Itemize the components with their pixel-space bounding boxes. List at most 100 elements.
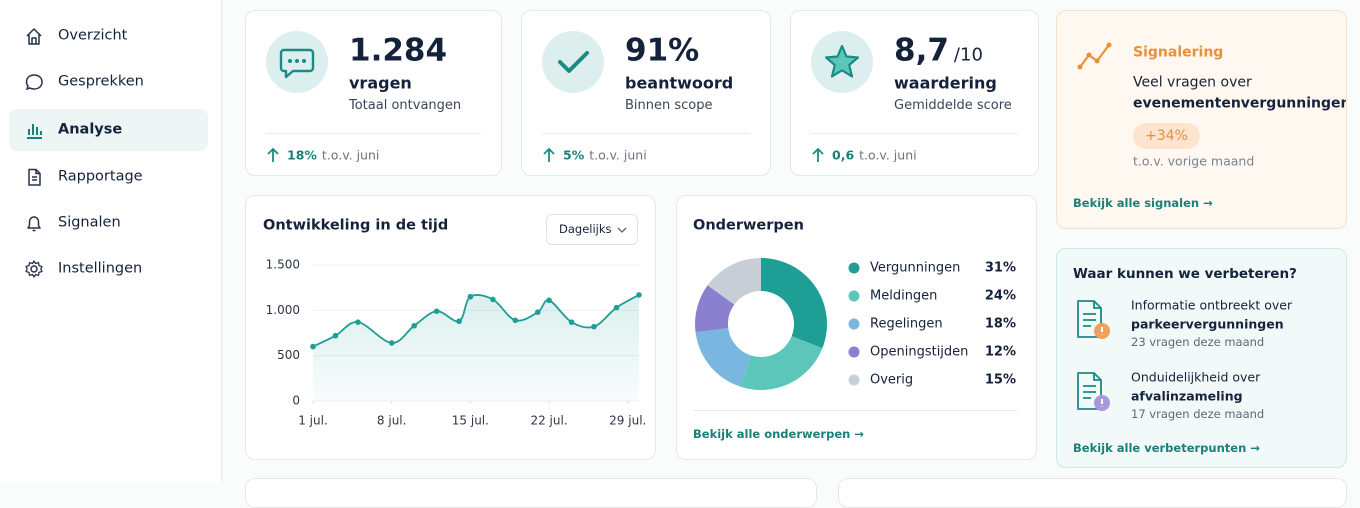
pie-slice	[695, 328, 751, 387]
kpi-icon-part	[279, 48, 315, 79]
point	[456, 318, 462, 325]
kpi-number: 1.284	[349, 32, 448, 69]
nav-icon	[28, 168, 41, 186]
pie-chart-title: Onderwerpen	[693, 217, 804, 234]
nav-item[interactable]: Signalen	[9, 202, 208, 244]
improvement-highlight: parkeervergunningen	[1131, 316, 1284, 332]
point	[433, 308, 440, 315]
legend-swatch	[848, 318, 860, 330]
nav-item[interactable]: Rapportage	[9, 156, 208, 198]
point	[332, 332, 339, 339]
legend-label: Overig	[870, 373, 913, 388]
nav-label: Rapportage	[58, 168, 143, 185]
value-label: 31%	[985, 261, 1016, 276]
kpi-caption: Gemiddelde score	[894, 98, 1012, 114]
trend-arrow-part	[267, 147, 279, 162]
nav-icon-part	[25, 74, 43, 91]
value-label: 12%	[985, 345, 1016, 360]
nav-item[interactable]: Overzicht	[9, 15, 208, 57]
kpi-unit: waardering	[894, 73, 997, 93]
nav-label: Signalen	[58, 214, 121, 231]
signal-badge: +34%	[1133, 123, 1200, 149]
improvement-icon-part	[1077, 300, 1102, 338]
kpi-value: 1.284	[349, 32, 447, 69]
pie-slice	[707, 258, 761, 305]
trend-arrow	[543, 147, 555, 162]
nav-icon-part	[25, 260, 43, 278]
nav-label: Overzicht	[58, 27, 128, 44]
y-tick-label: 0	[292, 394, 300, 408]
nav-icon	[25, 260, 43, 278]
kpi-icon-part	[824, 44, 860, 78]
point	[546, 297, 552, 304]
kpi-icon	[811, 31, 873, 93]
value-label: 18%	[985, 317, 1016, 332]
kpi-card: 91% beantwoord Binnen scope 5% t.o.v. juni	[521, 10, 771, 176]
nav-icon	[25, 74, 43, 91]
kpi-icon-part	[288, 59, 292, 63]
kpi-unit: vragen	[349, 73, 412, 93]
kpi-caption: Totaal ontvangen	[349, 98, 462, 114]
point	[411, 322, 417, 329]
nav-icon-part	[27, 216, 41, 232]
point	[591, 323, 597, 330]
kpi-value: 91%	[625, 32, 699, 69]
x-tick-label: 22 jul.	[530, 414, 567, 428]
nav-icon	[26, 28, 42, 45]
pie-link[interactable]: Bekijk alle onderwerpen →	[693, 427, 864, 442]
kpi-caption: Binnen scope	[625, 98, 713, 114]
improvement-text: Informatie ontbreekt over	[1131, 297, 1293, 313]
point	[490, 296, 496, 303]
improvement-icon-part	[1077, 372, 1102, 410]
sidebar: Overzicht Gesprekken Analyse Rapportage Sign…	[0, 0, 222, 482]
kpi-number: 91%	[625, 32, 700, 69]
nav-icon-part	[26, 28, 42, 45]
improvement-text: Onduidelijkheid over	[1131, 369, 1261, 385]
kpi-compare: t.o.v. juni	[589, 147, 647, 163]
nav-item[interactable]: Gesprekken	[9, 61, 208, 103]
improvement-meta: 23 vragen deze maand	[1131, 335, 1265, 350]
improvements-card: Waar kunnen we verbeteren? Bekijk alle v…	[1056, 248, 1347, 468]
nav-icon-part	[27, 124, 42, 139]
pie-slice	[695, 285, 735, 333]
nav-item[interactable]: Instellingen	[9, 248, 208, 290]
kpi-compare: t.o.v. juni	[321, 147, 380, 163]
improvement-icon	[1077, 372, 1110, 411]
kpi-change-value: 5%	[563, 147, 585, 163]
signal-link[interactable]: Bekijk alle signalen →	[1073, 196, 1213, 211]
nav-label: Gesprekken	[58, 73, 144, 90]
signal-text: Veel vragen over	[1133, 74, 1252, 91]
line-chart-card: Ontwikkeling in de tijd Dagelijks 0 500 1.…	[245, 195, 656, 460]
nav-item[interactable]: Analyse	[9, 109, 208, 151]
nav-label: Analyse	[58, 121, 123, 138]
signal-title: Signalering	[1133, 44, 1224, 61]
kpi-number: 8,7	[894, 32, 949, 69]
x-tick-label: 1 jul.	[298, 414, 328, 428]
legend-swatch	[848, 346, 860, 358]
kpi-icon-part	[302, 59, 306, 63]
separator	[693, 410, 1017, 411]
kpi-icon-part	[558, 51, 589, 73]
area	[313, 294, 639, 401]
x-tick-label: 29 jul.	[609, 414, 646, 428]
improvements-link[interactable]: Bekijk alle verbeterpunten →	[1073, 441, 1260, 456]
legend-swatch	[848, 262, 860, 274]
point	[467, 293, 474, 300]
legend-swatch	[848, 374, 860, 386]
dropdown-label: Dagelijks	[559, 222, 612, 237]
kpi-unit: beantwoord	[625, 73, 734, 93]
kpi-change-value: 18%	[287, 147, 317, 163]
trend-arrow	[267, 147, 279, 162]
pie-slice	[740, 336, 823, 390]
kpi-value: 8,7/10	[894, 32, 983, 69]
kpi-card: 1.284 vragen Totaal ontvangen 18% t.o.v. jun…	[245, 10, 502, 176]
interval-dropdown[interactable]: Dagelijks	[546, 214, 638, 245]
kpi-icon-part	[542, 31, 604, 93]
improvements-title: Waar kunnen we verbeteren?	[1073, 265, 1297, 282]
nav-icon-part	[28, 168, 41, 186]
nav-icon-part	[30, 265, 38, 273]
legend-label: Vergunningen	[870, 261, 960, 276]
bottom-card	[838, 478, 1347, 508]
kpi-compare: t.o.v. juni	[859, 147, 917, 163]
